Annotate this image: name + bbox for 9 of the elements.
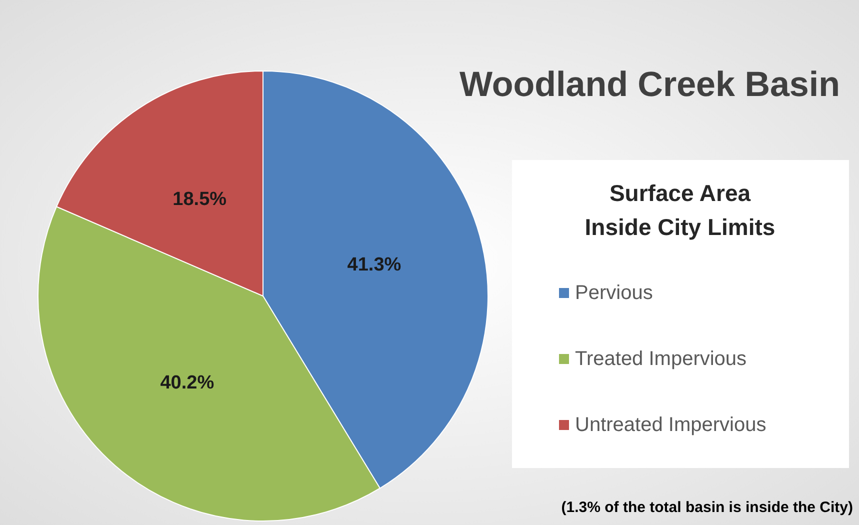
legend-title: Surface Area Inside City Limits: [584, 180, 776, 240]
legend-label: Untreated Impervious: [575, 414, 766, 436]
data-label: 40.2%: [160, 372, 214, 394]
data-label: 41.3%: [347, 254, 402, 276]
data-label: 18.5%: [172, 188, 227, 210]
legend-label: Treated Impervious: [575, 348, 747, 370]
chart-title: Woodland Creek Basin: [459, 65, 840, 104]
text: (1.3% of the total basin is inside the City): [561, 499, 854, 516]
legend-label: Pervious: [575, 282, 653, 304]
